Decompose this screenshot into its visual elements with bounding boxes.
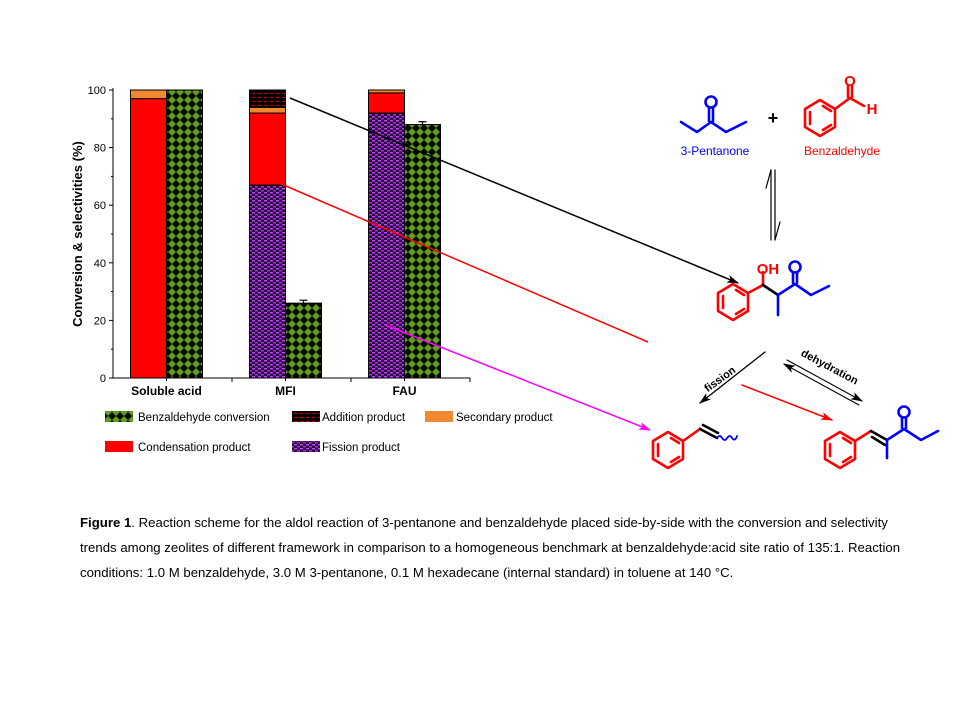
aldol-product-structure (716, 260, 831, 322)
dehydration-arrow-forward (786, 359, 863, 402)
legend-swatch-secondary (425, 411, 453, 422)
fission-product-structure (651, 423, 738, 470)
caption-text: . Reaction scheme for the aldol reaction… (80, 515, 901, 580)
bar-addition-product (249, 89, 286, 108)
pentanone-label: 3-Pentanone (681, 144, 750, 158)
bar-benzaldehyde-conversion (285, 302, 322, 379)
caption-label: Figure 1 (80, 515, 132, 530)
bar-condensation-product (130, 98, 167, 379)
bar-fission-product (368, 112, 405, 379)
y-tick-label: 60 (94, 200, 106, 212)
fission-label: fission (702, 364, 738, 395)
reaction-scheme: 3-Pentanone + O H Benzaldehyde (651, 73, 940, 470)
legend: Benzaldehyde conversion Addition product… (105, 411, 553, 454)
legend-swatch-fission (292, 441, 320, 452)
bar-secondary-product (249, 106, 286, 114)
y-axis-label: Conversion & selectivities (%) (70, 141, 85, 327)
bar-condensation-product (368, 92, 405, 114)
bar-fission-product (249, 184, 286, 379)
dehydration-label: dehydration (799, 347, 860, 387)
y-tick-label: 20 (94, 315, 106, 327)
bar-secondary-product (130, 89, 167, 100)
legend-label-fission: Fission product (322, 442, 401, 454)
condensation-arrow (741, 384, 833, 421)
bar-chart: Soluble acid MFI FAU 0 20 40 60 80 100 (88, 85, 471, 398)
benzaldehyde-label: Benzaldehyde (804, 144, 880, 158)
legend-label-addition: Addition product (322, 412, 406, 424)
x-tick-label: FAU (393, 384, 417, 398)
addition-arrow (289, 97, 739, 284)
y-tick-label: 40 (94, 258, 106, 270)
y-tick-label: 100 (88, 85, 106, 97)
figure-caption: Figure 1. Reaction scheme for the aldol … (80, 510, 910, 585)
legend-label-conversion: Benzaldehyde conversion (138, 412, 270, 424)
equilibrium-arrows (765, 169, 781, 241)
legend-label-secondary: Secondary product (456, 412, 553, 424)
aldehyde-h-label: H (867, 101, 878, 118)
y-tick-label: 0 (100, 373, 106, 385)
pentanone-structure (679, 95, 748, 134)
plus-sign: + (768, 108, 779, 128)
legend-label-condensation: Condensation product (138, 442, 251, 454)
oh-label: OH (757, 261, 780, 278)
legend-swatch-conversion (105, 411, 133, 422)
bar-secondary-product (368, 89, 405, 94)
legend-swatch-addition (292, 411, 320, 422)
bar-benzaldehyde-conversion (166, 89, 203, 379)
x-tick-label: MFI (275, 384, 296, 398)
x-tick-label: Soluble acid (131, 384, 202, 398)
benzaldehyde-structure (803, 84, 866, 138)
y-tick-label: 80 (94, 143, 106, 155)
condensation-product-structure (823, 405, 940, 470)
fission-arrow-magenta (384, 324, 651, 431)
aldehyde-o-label: O (844, 73, 856, 90)
legend-swatch-condensation (105, 441, 133, 452)
condensation-connector (271, 179, 649, 343)
dehydration-arrow-reverse (783, 363, 860, 406)
bar-condensation-product (249, 112, 286, 186)
fission-arrow (699, 351, 766, 404)
